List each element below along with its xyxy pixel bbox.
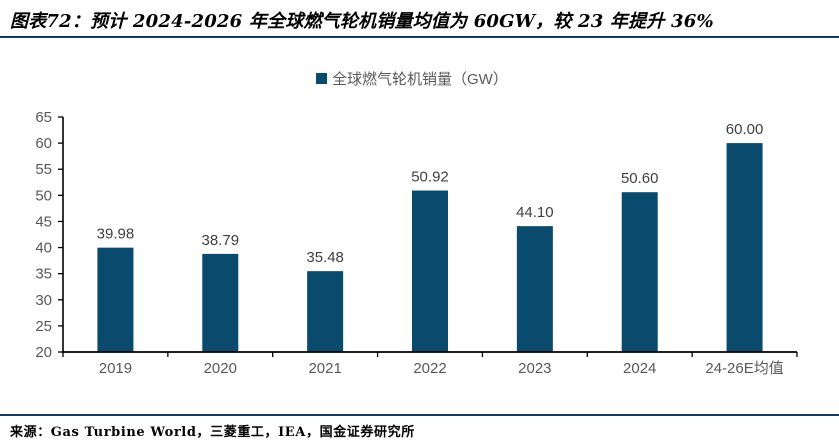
bar-value-label: 60.00 (726, 121, 764, 138)
y-tick-label: 50 (35, 187, 52, 204)
legend-label: 全球燃气轮机销量（GW） (332, 70, 508, 88)
x-tick-label: 2024 (623, 360, 656, 377)
figure-title: 图表72：预计 2024-2026 年全球燃气轮机销量均值为 60GW，较 23… (10, 11, 714, 32)
bar-value-label: 39.98 (97, 226, 135, 243)
y-tick-label: 65 (35, 109, 52, 126)
bar-value-label: 50.60 (621, 170, 659, 187)
title-divider (0, 36, 839, 38)
y-tick-label: 55 (35, 161, 52, 178)
bar (621, 192, 658, 352)
bar (307, 271, 344, 352)
bar (412, 190, 448, 352)
bar (202, 253, 239, 352)
y-tick-label: 45 (35, 213, 52, 230)
bar (97, 247, 134, 352)
y-tick-label: 30 (35, 292, 52, 309)
legend-marker (316, 72, 327, 84)
x-tick-label: 2021 (308, 360, 341, 377)
bar-value-label: 38.79 (202, 232, 240, 249)
bar-value-label: 35.48 (306, 249, 344, 266)
y-tick-label: 25 (35, 318, 52, 335)
bar-value-label: 50.92 (411, 169, 449, 186)
x-tick-label: 2023 (518, 360, 551, 377)
x-tick-label: 2022 (413, 360, 446, 377)
y-tick-label: 35 (35, 266, 52, 283)
bar-value-label: 44.10 (516, 204, 554, 221)
x-tick-label: 2019 (99, 360, 132, 377)
y-tick-label: 60 (35, 135, 52, 152)
legend: 全球燃气轮机销量（GW） (316, 70, 508, 88)
y-tick-label: 20 (35, 344, 52, 361)
x-tick-label: 24-26E均值 (705, 360, 783, 377)
bar (516, 226, 553, 352)
y-tick-label: 40 (35, 240, 52, 257)
x-tick-label: 2020 (204, 360, 237, 377)
bar-chart: 20 25 30 35 40 45 50 55 60 65 39.98 2019 38.79 2020 35… (35, 109, 798, 377)
footer-divider (0, 414, 839, 416)
bar (726, 143, 763, 352)
source-note: 来源：Gas Turbine World，三菱重工，IEA，国金证券研究所 (10, 425, 415, 440)
